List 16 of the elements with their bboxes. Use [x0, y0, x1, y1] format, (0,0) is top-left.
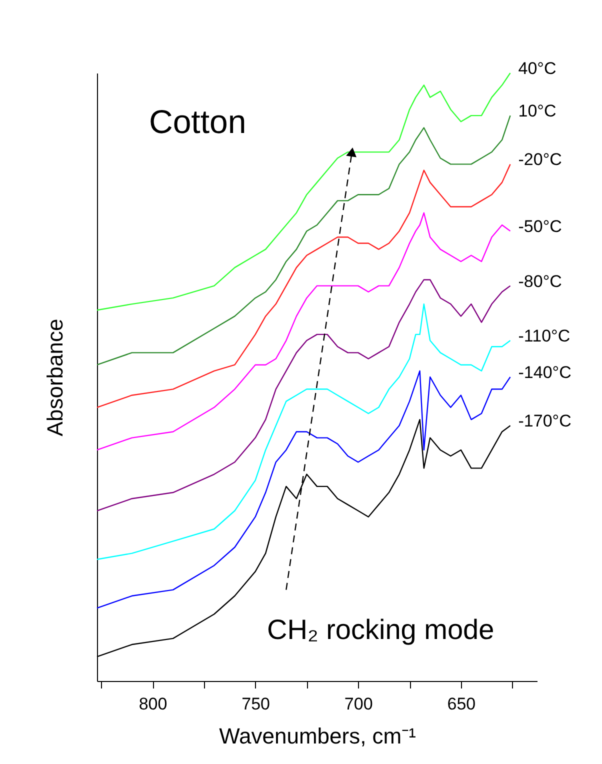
- series-label: 40°C: [518, 59, 556, 78]
- series-label: -20°C: [518, 150, 562, 170]
- series-label: -80°C: [518, 272, 562, 291]
- annotation: Cotton: [149, 103, 246, 140]
- series-label: 10°C: [518, 102, 556, 121]
- x-tick-label: 650: [447, 694, 476, 714]
- series-label: -50°C: [518, 217, 562, 236]
- series-label: -140°C: [518, 363, 572, 382]
- x-axis-title: Wavenumbers, cm⁻¹: [219, 724, 416, 748]
- annotation: CH₂ rocking mode: [267, 614, 494, 645]
- x-tick-label: 700: [344, 694, 373, 714]
- y-axis-title: Absorbance: [42, 318, 68, 436]
- series-label: -170°C: [518, 412, 572, 431]
- x-tick-label: 750: [242, 694, 270, 714]
- series-label: -110°C: [518, 326, 570, 346]
- x-tick-label: 800: [138, 694, 168, 714]
